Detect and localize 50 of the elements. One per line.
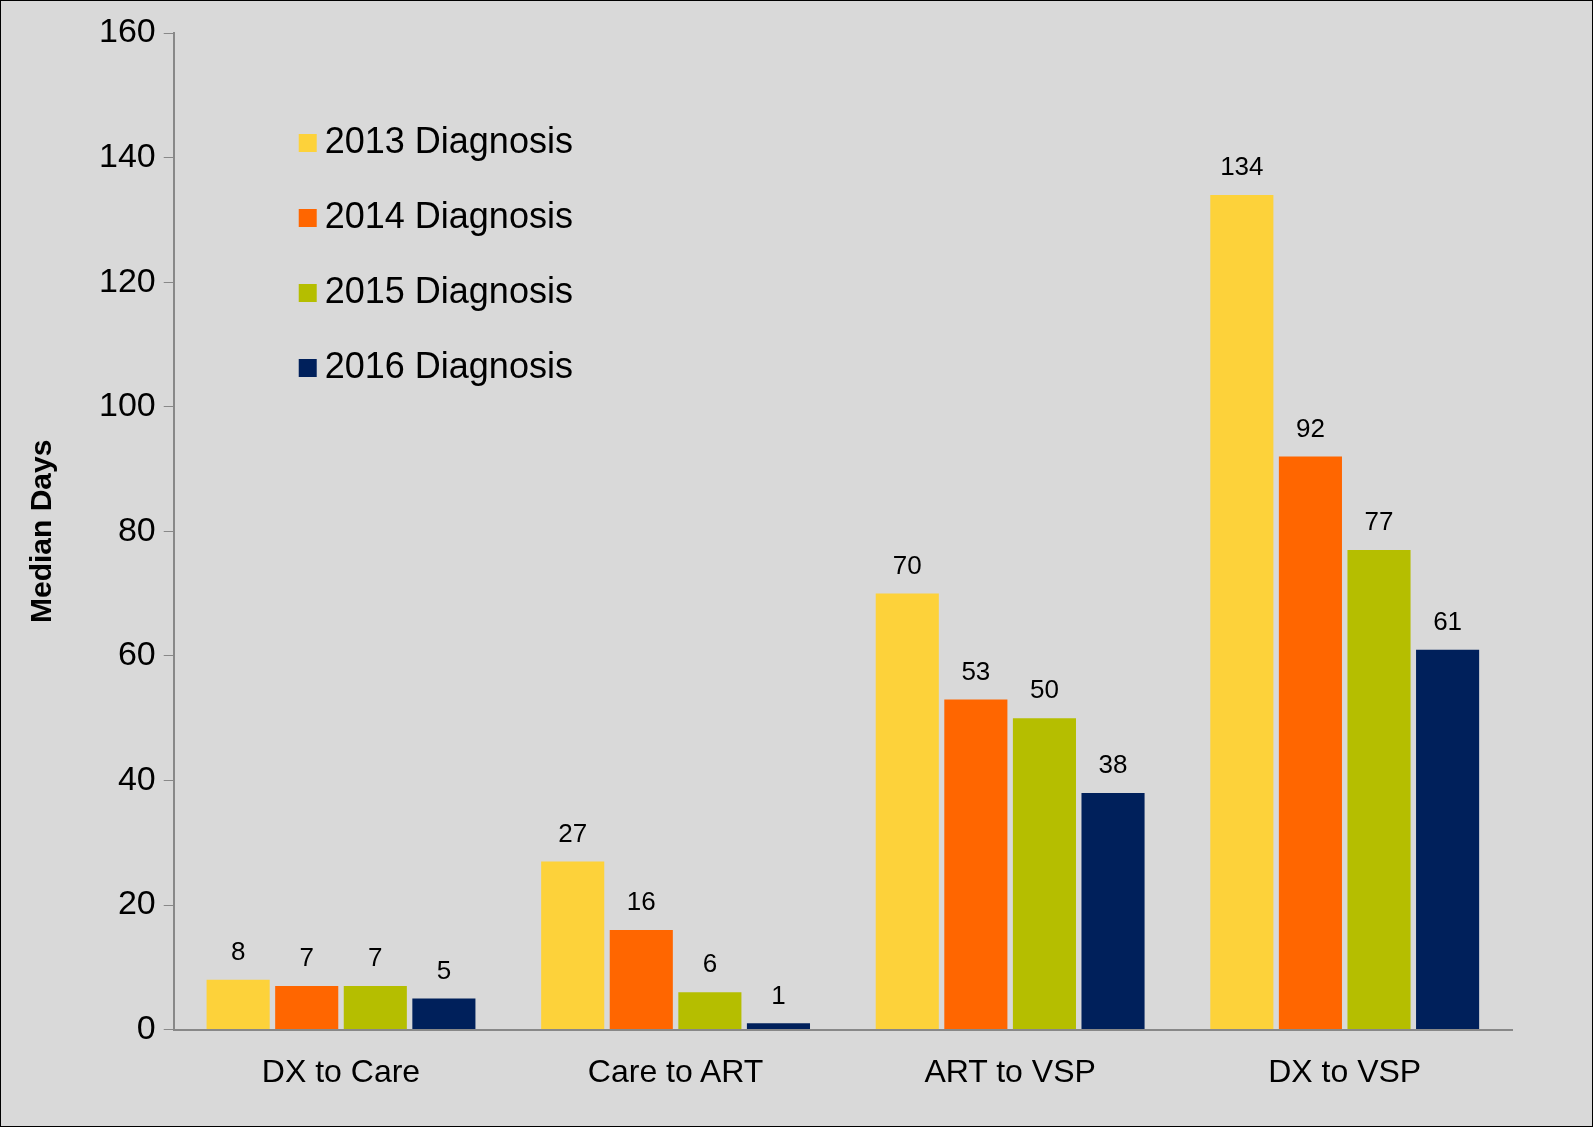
bar: [746, 1023, 811, 1030]
bar: [678, 992, 742, 1030]
bar: [206, 979, 270, 1030]
data-label: 16: [626, 886, 656, 917]
data-label: 70: [892, 549, 922, 580]
data-label: 134: [1220, 151, 1264, 182]
y-tick-label: 80: [117, 509, 156, 548]
data-label: 7: [299, 942, 314, 973]
bar: [609, 929, 673, 1030]
y-axis-title: Median Days: [24, 439, 58, 623]
x-tick-label: DX to VSP: [1268, 1052, 1422, 1089]
data-label: 6: [702, 948, 718, 979]
data-label: 5: [436, 954, 452, 985]
y-tick-label: 0: [136, 1007, 156, 1046]
legend-label: 2014 Diagnosis: [324, 194, 573, 236]
y-tick-label: 100: [98, 385, 156, 424]
data-label: 77: [1364, 506, 1394, 537]
bar: [541, 861, 605, 1030]
bar: [1278, 456, 1342, 1030]
x-tick-label: ART to VSP: [924, 1052, 1096, 1089]
legend-label: 2016 Diagnosis: [324, 344, 573, 386]
data-label: 27: [558, 817, 588, 848]
bar: [875, 593, 939, 1030]
bar: [1210, 194, 1274, 1030]
data-label: 8: [230, 935, 246, 966]
x-tick-label: DX to Care: [261, 1052, 421, 1089]
data-label: 7: [368, 942, 383, 973]
y-tick-label: 160: [98, 11, 156, 50]
x-tick-label: Care to ART: [587, 1052, 764, 1089]
bar: [275, 986, 339, 1030]
y-tick-label: 140: [98, 135, 156, 174]
data-label: 92: [1295, 412, 1325, 443]
y-tick-label: 20: [117, 883, 156, 922]
bar: [1416, 649, 1480, 1030]
bar: [1081, 792, 1145, 1030]
data-label: 38: [1098, 749, 1128, 780]
data-label: 50: [1029, 674, 1059, 705]
legend-label: 2015 Diagnosis: [324, 269, 573, 311]
y-tick-label: 40: [117, 758, 156, 797]
bar: [944, 699, 1008, 1030]
data-label: 53: [961, 655, 991, 686]
bar: [412, 998, 476, 1030]
legend-label: 2013 Diagnosis: [324, 119, 573, 161]
data-label: 1: [771, 979, 786, 1010]
y-tick-label: 60: [117, 634, 156, 673]
y-tick-label: 120: [98, 260, 156, 299]
data-label: 61: [1433, 605, 1463, 636]
bar: [1012, 718, 1076, 1030]
bar: [343, 986, 407, 1030]
bar: [1347, 549, 1411, 1030]
